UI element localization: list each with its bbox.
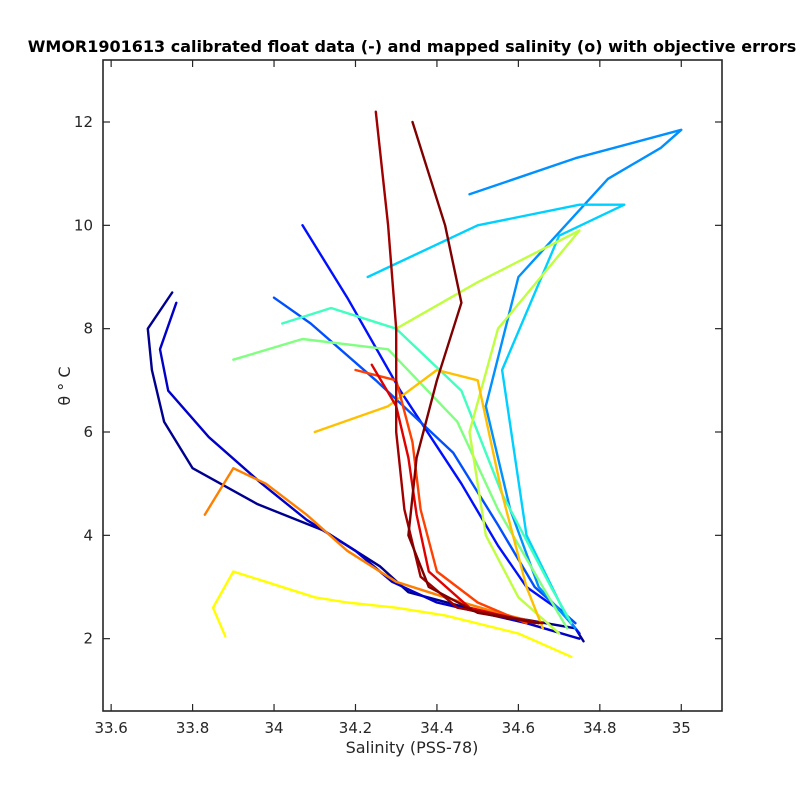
profile-line-10 — [211, 570, 573, 658]
y-tick-label: 10 — [74, 216, 93, 234]
y-tick-label: 12 — [74, 113, 93, 131]
y-tick-label: 8 — [83, 320, 93, 338]
x-tick-label: 34.4 — [420, 719, 453, 737]
profile-line-15 — [374, 110, 544, 625]
ticks-layer: 33.6 33.8 34 34.2 34.4 34.6 34.8 35 2 4 6 8 10 12 — [74, 60, 722, 737]
y-tick-label: 2 — [83, 630, 93, 648]
chart-title: WMOR1901613 calibrated float data (-) an… — [28, 37, 797, 56]
x-axis-label: Salinity (PSS-78) — [346, 738, 479, 757]
x-tick-label: 34 — [264, 719, 283, 737]
x-tick-label: 34.6 — [502, 719, 535, 737]
profile-line-6 — [366, 203, 626, 620]
y-tick-label: 4 — [83, 526, 93, 544]
x-tick-label: 34.8 — [583, 719, 616, 737]
x-tick-label: 33.6 — [94, 719, 127, 737]
profile-line-11 — [313, 368, 544, 630]
profile-line-7 — [281, 306, 573, 625]
y-axis-label: θ ° C — [55, 366, 74, 405]
x-tick-label: 33.8 — [176, 719, 209, 737]
profile-line-5 — [468, 128, 683, 630]
y-tick-label: 6 — [83, 423, 93, 441]
plot-area: 33.6 33.8 34 34.2 34.4 34.6 34.8 35 2 4 6 8 10 12 — [74, 59, 723, 737]
profile-line-4 — [272, 296, 577, 625]
series-layer — [146, 110, 683, 658]
plot-frame — [102, 59, 723, 712]
plot-background — [103, 60, 722, 711]
profile-line-9 — [395, 229, 581, 635]
x-tick-label: 35 — [672, 719, 691, 737]
profile-line-8 — [232, 337, 569, 630]
profile-line-12 — [203, 467, 540, 625]
profile-line-16 — [407, 120, 540, 625]
x-tick-label: 34.2 — [339, 719, 372, 737]
